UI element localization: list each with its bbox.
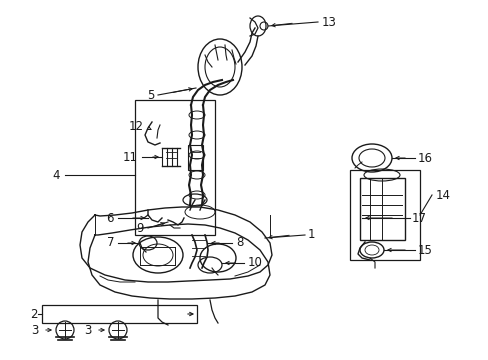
Text: 14: 14 bbox=[435, 189, 450, 202]
Text: 8: 8 bbox=[236, 237, 243, 249]
Bar bbox=[359, 178, 404, 240]
Text: 1: 1 bbox=[307, 229, 315, 242]
Bar bbox=[187, 145, 203, 170]
Text: 11: 11 bbox=[123, 150, 138, 163]
Text: 15: 15 bbox=[417, 243, 432, 256]
Text: 2: 2 bbox=[30, 307, 38, 320]
Text: 3: 3 bbox=[84, 324, 92, 337]
Bar bbox=[42, 305, 197, 323]
Text: 6: 6 bbox=[106, 212, 114, 225]
Text: 3: 3 bbox=[32, 324, 39, 337]
Text: 17: 17 bbox=[411, 212, 426, 225]
Bar bbox=[135, 100, 215, 235]
Text: 4: 4 bbox=[52, 168, 60, 181]
Text: 13: 13 bbox=[321, 15, 336, 28]
Text: 9: 9 bbox=[136, 221, 143, 234]
Text: 16: 16 bbox=[417, 152, 432, 165]
Bar bbox=[349, 170, 419, 260]
Text: 12: 12 bbox=[129, 120, 143, 132]
Text: 10: 10 bbox=[247, 256, 263, 270]
Text: 7: 7 bbox=[106, 237, 114, 249]
Text: 5: 5 bbox=[146, 89, 154, 102]
